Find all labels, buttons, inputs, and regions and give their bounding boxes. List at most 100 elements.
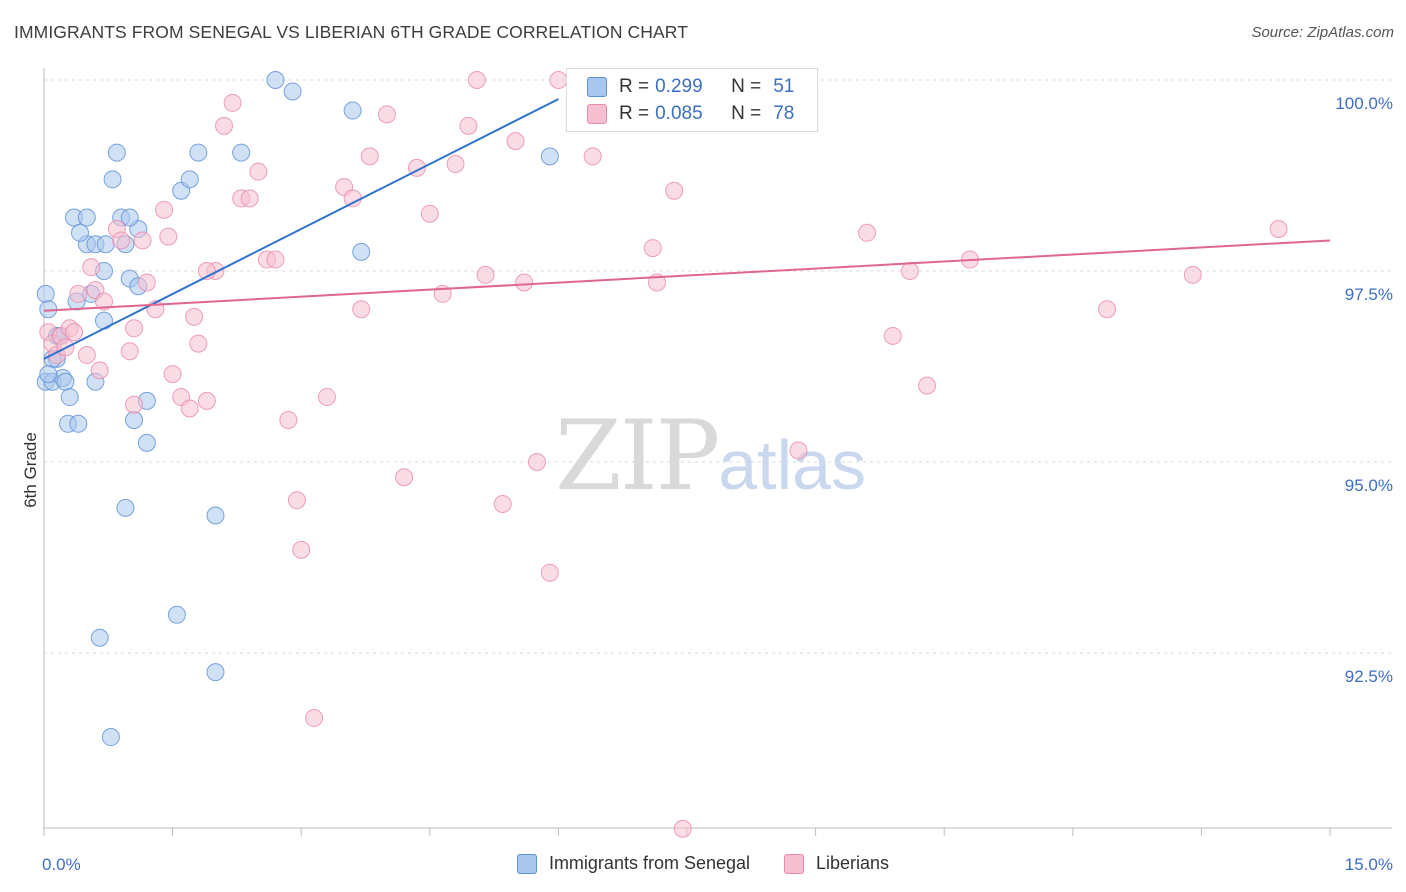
liberian-point xyxy=(189,334,208,353)
liberian-point xyxy=(515,273,534,292)
legend-n-value: 78 xyxy=(773,103,795,124)
legend-r-label: R = xyxy=(619,103,650,124)
liberian-point xyxy=(305,708,324,727)
senegal-point xyxy=(71,223,90,242)
senegal-point xyxy=(69,414,88,433)
liberian-point xyxy=(155,200,174,219)
y-tick-label: 92.5% xyxy=(1345,667,1393,686)
senegal-point xyxy=(167,605,186,624)
senegal-point xyxy=(206,506,225,525)
liberian-point xyxy=(493,495,512,514)
liberian-point xyxy=(527,453,546,471)
legend-swatch-blue xyxy=(587,77,607,97)
legend-row-senegal: R = 0.299 N = 51 xyxy=(587,75,794,99)
watermark-zip: ZIP xyxy=(555,400,720,512)
y-tick-label: 97.5% xyxy=(1345,285,1393,304)
legend-swatch-blue xyxy=(516,853,537,874)
legend-item-liberians: Liberians xyxy=(784,853,889,874)
liberian-point xyxy=(240,189,259,208)
senegal-point xyxy=(266,71,285,89)
x-tick-label: 0.0% xyxy=(42,855,81,874)
liberian-point xyxy=(65,323,84,342)
liberian-point xyxy=(159,227,178,246)
senegal-point xyxy=(125,410,144,429)
liberian-point xyxy=(90,361,109,380)
senegal-point xyxy=(36,284,55,303)
legend-label-senegal: Immigrants from Senegal xyxy=(548,853,751,873)
liberian-point xyxy=(1269,219,1288,238)
liberian-point xyxy=(223,93,242,112)
legend-label-liberians: Liberians xyxy=(816,853,890,873)
legend-row-liberians: R = 0.085 N = 78 xyxy=(587,102,794,126)
senegal-point xyxy=(116,498,135,517)
legend-n-value: 51 xyxy=(773,76,795,97)
liberian-point xyxy=(673,819,692,838)
liberian-point xyxy=(287,491,306,510)
legend-r-label: R = xyxy=(619,76,650,97)
liberian-point xyxy=(665,181,684,200)
senegal-point xyxy=(103,170,122,189)
liberian-point xyxy=(77,346,96,365)
liberian-point xyxy=(476,265,495,284)
liberian-point xyxy=(420,204,439,223)
legend-swatch-pink xyxy=(587,104,607,124)
x-tick-label: 15.0% xyxy=(1345,855,1393,874)
liberian-trend-line xyxy=(43,239,1331,312)
liberian-point xyxy=(352,300,371,319)
liberian-point xyxy=(583,147,602,166)
liberian-point xyxy=(266,250,285,269)
liberian-point xyxy=(69,284,88,303)
liberian-point xyxy=(125,395,144,414)
legend-n-label: N = xyxy=(731,76,762,97)
liberian-point xyxy=(120,342,139,361)
liberian-point xyxy=(549,71,568,89)
senegal-point xyxy=(120,208,139,227)
liberian-point xyxy=(918,376,937,395)
senegal-point xyxy=(540,147,559,166)
legend-r-value: 0.299 xyxy=(655,76,703,97)
liberian-point xyxy=(112,231,131,250)
senegal-point xyxy=(206,663,225,682)
senegal-point xyxy=(137,433,156,452)
legend-swatch-pink xyxy=(784,853,805,874)
legend-item-senegal: Immigrants from Senegal xyxy=(516,853,751,874)
liberian-point xyxy=(377,105,396,124)
liberian-point xyxy=(467,71,486,89)
senegal-point xyxy=(101,728,120,747)
liberian-point xyxy=(1098,300,1117,319)
liberian-point xyxy=(395,468,414,487)
senegal-point xyxy=(107,143,126,162)
senegal-point xyxy=(283,82,302,101)
liberian-point xyxy=(343,189,362,208)
liberian-point xyxy=(446,155,465,174)
liberian-point xyxy=(900,262,919,280)
liberian-point xyxy=(789,441,808,460)
liberian-point xyxy=(317,388,336,407)
liberian-point xyxy=(360,147,379,166)
senegal-point xyxy=(60,388,79,407)
senegal-point xyxy=(352,242,371,261)
watermark: ZIPatlas xyxy=(555,400,866,512)
watermark-atlas: atlas xyxy=(718,426,867,504)
chart-title: IMMIGRANTS FROM SENEGAL VS LIBERIAN 6TH … xyxy=(14,22,688,42)
liberian-point xyxy=(125,319,144,338)
liberian-point xyxy=(185,307,204,326)
series-legend: Immigrants from Senegal Liberians xyxy=(0,853,1406,874)
liberian-point xyxy=(137,273,156,292)
liberian-point xyxy=(163,365,182,384)
liberian-point xyxy=(643,239,662,258)
liberian-point xyxy=(197,391,216,410)
liberian-point xyxy=(459,116,478,135)
senegal-point xyxy=(232,143,251,162)
senegal-point xyxy=(90,628,109,647)
liberian-point xyxy=(883,326,902,345)
liberian-point xyxy=(540,563,559,582)
liberian-point xyxy=(95,292,114,311)
y-axis-label: 6th Grade xyxy=(21,432,40,508)
y-tick-label: 95.0% xyxy=(1345,476,1393,495)
liberian-point xyxy=(858,223,877,242)
liberian-point xyxy=(292,540,311,559)
senegal-point xyxy=(56,372,75,391)
liberian-point xyxy=(82,258,101,277)
